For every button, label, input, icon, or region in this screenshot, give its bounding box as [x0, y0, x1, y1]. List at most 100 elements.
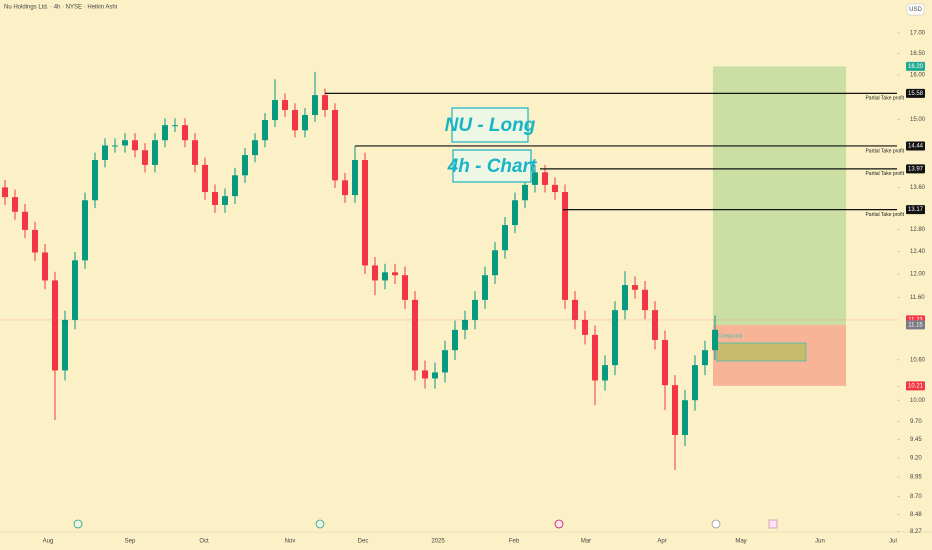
candle-body	[292, 109, 298, 131]
candle-body	[402, 275, 408, 300]
candles	[2, 71, 718, 471]
candle-body	[262, 120, 268, 141]
x-tick-label: Sep	[125, 539, 136, 545]
y-tick-label: 12.80	[910, 227, 926, 233]
price-badge	[906, 141, 925, 151]
x-tick-label: Nov	[285, 539, 296, 545]
candle-body	[612, 310, 618, 366]
candle-body	[432, 372, 438, 379]
candle-body	[302, 115, 308, 131]
candle-body	[72, 260, 78, 320]
candle-body	[242, 155, 248, 176]
candle-body	[312, 95, 318, 116]
event-icon[interactable]	[711, 519, 721, 529]
candle-body	[322, 95, 328, 110]
candle-body	[592, 334, 598, 381]
earnings-icon[interactable]	[554, 519, 564, 529]
candle-body	[32, 229, 38, 253]
event-icons	[73, 519, 778, 529]
candle-body	[202, 164, 208, 193]
candle-body	[682, 400, 688, 435]
candle-body	[232, 175, 238, 197]
x-tick-label: Oct	[199, 539, 209, 545]
y-tick-label: 8.48	[910, 512, 922, 518]
candle-body	[92, 159, 98, 201]
candle-body	[122, 140, 128, 146]
compound-label: Compound	[718, 333, 743, 339]
candle-body	[472, 299, 478, 320]
candle-body	[252, 140, 258, 156]
candle-body	[182, 125, 188, 141]
candle-body	[52, 280, 58, 371]
candle-body	[572, 299, 578, 320]
candle-body	[352, 159, 358, 196]
x-tick-label: Dec	[358, 539, 369, 545]
x-tick-label: Aug	[43, 539, 54, 545]
x-tick-label: Apr	[657, 539, 666, 545]
price-badge-label: 13.17	[908, 207, 924, 213]
candle-body	[702, 350, 708, 366]
take-profit-text: Partial Take profit	[865, 96, 904, 102]
candle-body	[492, 250, 498, 276]
x-tick-label: Mar	[581, 539, 591, 545]
candle-body	[362, 159, 368, 266]
candle-body	[542, 172, 548, 185]
candle-body	[512, 200, 518, 226]
earnings-icon[interactable]	[73, 519, 83, 529]
candle-body	[332, 109, 338, 181]
candle-body	[692, 365, 698, 401]
price-badge	[906, 88, 925, 98]
price-badge	[906, 381, 925, 391]
y-tick-label: 13.60	[910, 185, 926, 191]
candle-body	[422, 370, 428, 379]
candle-body	[502, 225, 508, 251]
event-icon[interactable]	[768, 519, 778, 529]
candle-body	[42, 252, 48, 281]
price-badge	[906, 61, 925, 71]
candle-body	[192, 140, 198, 165]
annotation-text: NU - Long	[445, 115, 536, 136]
candle-body	[22, 211, 28, 230]
candle-body	[152, 140, 158, 165]
price-badge	[906, 320, 925, 330]
candle-body	[342, 180, 348, 196]
chart-title: Nu Holdings Ltd. · 4h · NYSE · Heikin As…	[4, 5, 117, 11]
earnings-icon[interactable]	[315, 519, 325, 529]
candle-body	[132, 140, 138, 151]
candle-body	[672, 385, 678, 435]
candle-body	[662, 339, 668, 386]
candle-body	[162, 125, 168, 141]
annotation-text: 4h - Chart	[447, 156, 537, 177]
currency-badge[interactable]	[906, 3, 925, 16]
candle-body	[272, 100, 278, 121]
take-profit-text: Partial Take profit	[865, 171, 904, 177]
price-badge-label: 13.97	[908, 166, 924, 172]
y-tick-label: 10.60	[910, 357, 926, 363]
candle-body	[642, 289, 648, 311]
candle-body	[392, 272, 398, 276]
candle-body	[62, 319, 68, 371]
y-tick-label: 9.20	[910, 455, 922, 461]
price-badge-label: 15.58	[908, 91, 924, 97]
price-badge-label: 10.21	[908, 383, 924, 389]
x-tick-label: Feb	[509, 539, 520, 545]
candle-body	[712, 329, 718, 351]
y-tick-label: 16.00	[910, 73, 926, 79]
y-tick-label: 9.45	[910, 437, 922, 443]
candle-body	[82, 200, 88, 261]
candle-body	[382, 272, 388, 281]
candle-body	[172, 125, 178, 127]
profit-zone	[713, 66, 846, 325]
candle-body	[632, 285, 638, 290]
candle-body	[112, 145, 118, 147]
y-tick-label: 10.00	[910, 398, 926, 404]
candle-body	[12, 197, 18, 212]
y-tick-label: 9.70	[910, 419, 922, 425]
y-tick-label: 11.60	[910, 295, 925, 301]
candle-body	[102, 145, 108, 160]
candle-body	[142, 150, 148, 165]
candle-body	[522, 184, 528, 201]
x-tick-label: Jun	[815, 539, 825, 545]
candle-body	[442, 350, 448, 373]
